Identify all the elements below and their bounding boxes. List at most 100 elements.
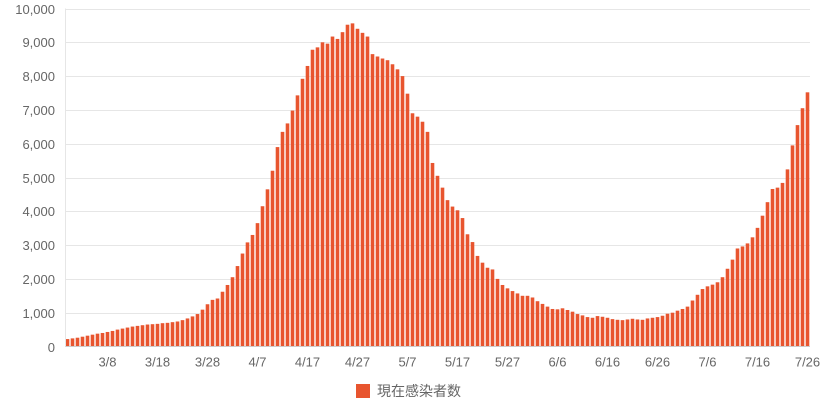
bar[interactable] [520, 295, 525, 347]
bar[interactable] [550, 308, 555, 347]
bar[interactable] [650, 317, 655, 347]
bar[interactable] [230, 277, 235, 347]
bar[interactable] [395, 69, 400, 347]
bar[interactable] [415, 116, 420, 347]
bar[interactable] [70, 338, 75, 347]
bar[interactable] [680, 308, 685, 347]
bar[interactable] [380, 58, 385, 347]
bar[interactable] [745, 243, 750, 347]
bar[interactable] [515, 293, 520, 347]
bar[interactable] [585, 317, 590, 347]
bar[interactable] [665, 313, 670, 347]
bar[interactable] [80, 336, 85, 347]
bar[interactable] [235, 266, 240, 347]
bar[interactable] [570, 311, 575, 347]
bar[interactable] [390, 64, 395, 347]
bar[interactable] [340, 32, 345, 347]
bar[interactable] [285, 123, 290, 347]
bar[interactable] [270, 170, 275, 347]
bar[interactable] [500, 284, 505, 347]
bar[interactable] [675, 310, 680, 347]
bar[interactable] [470, 242, 475, 347]
bar[interactable] [180, 320, 185, 347]
bar[interactable] [365, 36, 370, 347]
bar[interactable] [630, 318, 635, 347]
bar[interactable] [440, 187, 445, 347]
bar[interactable] [770, 188, 775, 347]
bar[interactable] [705, 286, 710, 347]
bar[interactable] [545, 306, 550, 347]
bar[interactable] [345, 24, 350, 347]
bar[interactable] [800, 108, 805, 347]
bar[interactable] [700, 289, 705, 347]
bar[interactable] [360, 32, 365, 347]
bar[interactable] [450, 206, 455, 347]
bar[interactable] [120, 328, 125, 347]
bar[interactable] [690, 300, 695, 347]
bar[interactable] [795, 125, 800, 347]
bar[interactable] [200, 309, 205, 347]
bar[interactable] [410, 113, 415, 347]
bar[interactable] [435, 175, 440, 347]
bar[interactable] [715, 282, 720, 347]
bar[interactable] [175, 321, 180, 347]
bar[interactable] [485, 267, 490, 347]
bar[interactable] [620, 320, 625, 347]
bar[interactable] [105, 331, 110, 347]
bar[interactable] [590, 317, 595, 347]
bar[interactable] [115, 329, 120, 347]
bar[interactable] [280, 131, 285, 347]
bar[interactable] [595, 316, 600, 347]
bar[interactable] [260, 206, 265, 347]
bar[interactable] [335, 38, 340, 347]
bar[interactable] [615, 319, 620, 347]
bar[interactable] [750, 237, 755, 347]
bar[interactable] [170, 322, 175, 347]
bar[interactable] [740, 246, 745, 347]
bar[interactable] [720, 277, 725, 347]
bar[interactable] [400, 76, 405, 347]
bar[interactable] [185, 318, 190, 347]
bar[interactable] [350, 23, 355, 347]
bar[interactable] [320, 42, 325, 347]
bar[interactable] [240, 253, 245, 347]
bar[interactable] [110, 330, 115, 347]
bar[interactable] [195, 314, 200, 347]
bar[interactable] [190, 316, 195, 347]
bar[interactable] [130, 326, 135, 347]
bar[interactable] [455, 210, 460, 347]
bar[interactable] [215, 298, 220, 347]
bar[interactable] [355, 28, 360, 347]
bar[interactable] [555, 309, 560, 347]
bar[interactable] [275, 147, 280, 347]
bar[interactable] [100, 332, 105, 347]
legend-label-current-cases[interactable]: 現在感染者数 [377, 383, 461, 400]
bar[interactable] [150, 324, 155, 347]
bar[interactable] [75, 337, 80, 347]
bar[interactable] [250, 234, 255, 347]
bar[interactable] [290, 110, 295, 347]
bar[interactable] [710, 284, 715, 347]
bar[interactable] [565, 310, 570, 347]
bar[interactable] [785, 169, 790, 347]
bar[interactable] [490, 269, 495, 347]
bar[interactable] [245, 242, 250, 347]
bar[interactable] [505, 288, 510, 347]
bar[interactable] [225, 284, 230, 347]
bar[interactable] [375, 56, 380, 347]
bar[interactable] [635, 319, 640, 347]
bar[interactable] [775, 187, 780, 347]
bar[interactable] [695, 294, 700, 347]
bar[interactable] [420, 121, 425, 347]
bar[interactable] [300, 78, 305, 347]
bar[interactable] [95, 333, 100, 347]
bar[interactable] [495, 278, 500, 347]
bar[interactable] [725, 268, 730, 347]
bar[interactable] [660, 315, 665, 347]
bar[interactable] [600, 316, 605, 347]
bar[interactable] [220, 291, 225, 347]
bar[interactable] [610, 319, 615, 347]
bar[interactable] [535, 301, 540, 347]
bar[interactable] [760, 215, 765, 347]
bar[interactable] [385, 60, 390, 347]
